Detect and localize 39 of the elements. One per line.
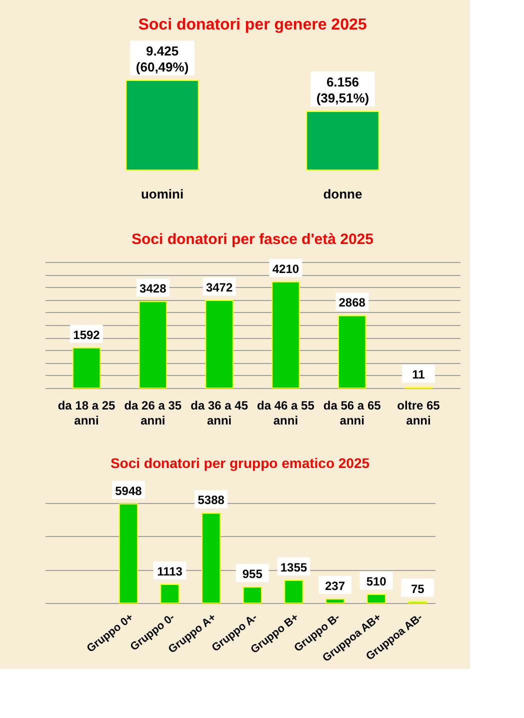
data-label: 1113 <box>157 564 183 578</box>
x-tick-label: uomini <box>140 186 184 202</box>
data-label: 11 <box>412 368 426 382</box>
bar <box>138 301 168 388</box>
data-label: 1355 <box>280 560 308 574</box>
x-tick-label: da 36 a 45 anni <box>190 398 248 428</box>
data-label: 3428 <box>140 282 167 296</box>
data-label: 6.156 (39,51%) <box>316 74 370 106</box>
data-label: 5948 <box>115 484 142 498</box>
data-label: 955 <box>242 567 263 582</box>
data-label: 9.425 (60,49%) <box>136 43 189 74</box>
bar <box>118 503 138 604</box>
data-label: 75 <box>410 582 425 596</box>
x-tick-label: da 56 a 65 anni <box>323 398 382 428</box>
chart-title: Soci donatori per gruppo ematico 2025 <box>110 454 370 471</box>
x-tick-label: oltre 65 anni <box>397 398 440 428</box>
data-label: 1592 <box>73 328 100 342</box>
bar <box>366 594 386 604</box>
bar <box>284 580 304 604</box>
x-tick-label: da 46 a 55 anni <box>257 398 315 428</box>
bar <box>72 347 101 388</box>
bar <box>272 281 300 388</box>
data-label: 2868 <box>338 296 366 310</box>
bar <box>325 598 345 604</box>
x-tick-label: da 18 a 25 anni <box>58 398 116 428</box>
x-tick-label: donne <box>323 186 362 202</box>
x-tick-label: da 26 a 35 anni <box>124 398 182 428</box>
bar <box>205 300 234 388</box>
data-label: 510 <box>366 574 387 588</box>
chart-title: Soci donatori per fasce d'età 2025 <box>132 230 374 248</box>
data-label: 237 <box>325 579 346 594</box>
data-label: 5388 <box>198 493 225 508</box>
bar <box>242 586 262 604</box>
bar <box>201 512 221 604</box>
chart-title: Soci donatori per genere 2025 <box>138 16 367 34</box>
data-label: 4210 <box>272 262 300 276</box>
bar <box>338 315 366 388</box>
data-label: 3472 <box>206 280 233 295</box>
bar <box>160 584 180 604</box>
